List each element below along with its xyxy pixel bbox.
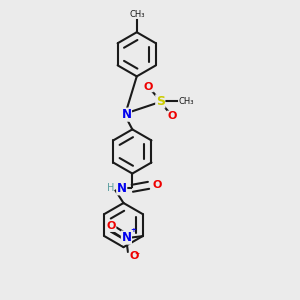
Text: O: O [129, 251, 139, 261]
Text: O: O [152, 180, 161, 190]
Text: CH₃: CH₃ [129, 10, 145, 19]
Text: ⁻: ⁻ [134, 251, 140, 261]
Text: N: N [117, 182, 127, 195]
Text: +: + [130, 227, 136, 233]
Text: O: O [144, 82, 153, 92]
Text: N: N [122, 108, 131, 121]
Text: N: N [122, 231, 131, 244]
Text: CH₃: CH₃ [178, 97, 194, 106]
Text: S: S [156, 95, 165, 108]
Text: O: O [106, 221, 116, 231]
Text: O: O [167, 111, 177, 121]
Text: H: H [107, 183, 115, 193]
